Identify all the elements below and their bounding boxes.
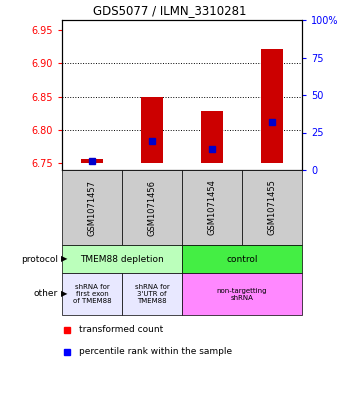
Bar: [122, 170, 182, 245]
Text: control: control: [226, 255, 258, 263]
Bar: [201, 111, 223, 163]
Bar: [182, 245, 302, 273]
Bar: [260, 50, 284, 163]
Text: non-targetting
shRNA: non-targetting shRNA: [217, 288, 267, 301]
Text: TMEM88 depletion: TMEM88 depletion: [80, 255, 164, 263]
Bar: [182, 273, 302, 315]
Text: shRNA for
3'UTR of
TMEM88: shRNA for 3'UTR of TMEM88: [135, 284, 169, 304]
Text: GDS5077 / ILMN_3310281: GDS5077 / ILMN_3310281: [93, 4, 247, 17]
Text: transformed count: transformed count: [79, 325, 163, 334]
Bar: [62, 273, 122, 315]
Bar: [141, 97, 164, 163]
Text: shRNA for
first exon
of TMEM88: shRNA for first exon of TMEM88: [73, 284, 111, 304]
Bar: [62, 170, 122, 245]
Text: ▶: ▶: [61, 255, 68, 263]
Text: GSM1071455: GSM1071455: [268, 180, 276, 235]
Bar: [122, 273, 182, 315]
Text: protocol: protocol: [21, 255, 58, 263]
Bar: [62, 245, 182, 273]
Text: percentile rank within the sample: percentile rank within the sample: [79, 347, 232, 356]
Bar: [81, 159, 103, 163]
Text: GSM1071457: GSM1071457: [87, 180, 97, 235]
Bar: [182, 170, 242, 245]
Bar: [242, 170, 302, 245]
Text: GSM1071456: GSM1071456: [148, 180, 156, 235]
Text: other: other: [34, 290, 58, 299]
Text: GSM1071454: GSM1071454: [207, 180, 217, 235]
Text: ▶: ▶: [61, 290, 68, 299]
